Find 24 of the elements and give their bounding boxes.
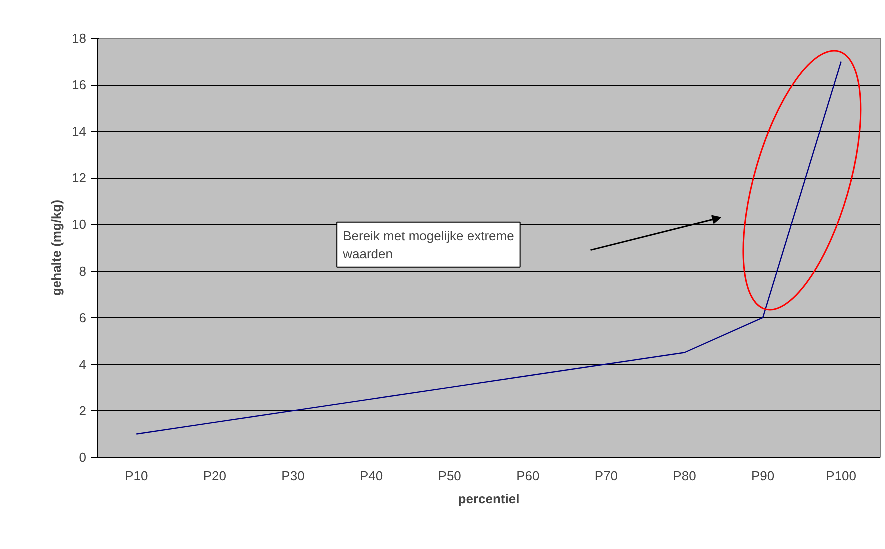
x-tick-label: P100 [826, 468, 857, 484]
x-tick-label: P20 [203, 468, 227, 484]
y-tick-label: 4 [79, 356, 87, 372]
x-tick-label: P50 [438, 468, 462, 484]
y-tick-label: 10 [72, 217, 87, 232]
y-tick-label: 16 [72, 78, 87, 93]
y-tick-label: 2 [79, 403, 87, 418]
y-tick-label: 6 [79, 310, 87, 326]
x-axis-title: percentiel [458, 492, 520, 506]
y-tick-label: 0 [79, 450, 87, 465]
y-tick-label: 18 [72, 31, 87, 46]
x-tick-label: P90 [751, 468, 775, 484]
y-tick-label: 8 [79, 264, 87, 279]
annotation: Bereik met mogelijke extreme waarden [342, 228, 514, 262]
y-tick-label: 14 [72, 124, 87, 140]
x-tick-label: P70 [594, 468, 618, 484]
x-tick-label: P60 [516, 468, 540, 484]
y-axis-title: gehalte (mg/kg) [49, 200, 64, 296]
x-tick-label: P10 [125, 468, 148, 484]
x-tick-label: P40 [360, 468, 384, 484]
line-series [136, 61, 842, 435]
x-tick-label: P80 [673, 468, 696, 484]
x-tick-label: P30 [282, 468, 305, 484]
y-tick-label: 12 [72, 170, 87, 186]
